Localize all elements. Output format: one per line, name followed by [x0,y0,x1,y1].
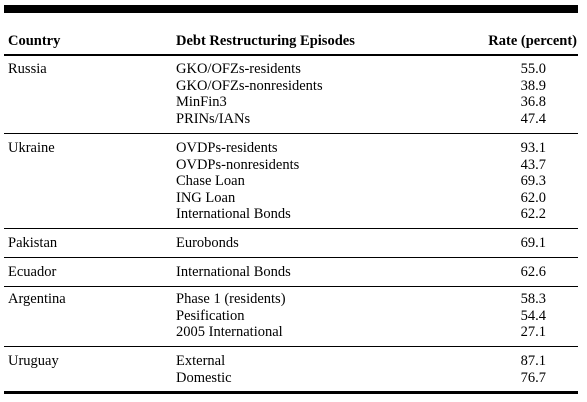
rate-cell: 43.7 [520,156,546,173]
country-cell: Argentina [8,291,66,307]
country-cell: Ukraine [8,140,55,156]
episode-cell: International Bonds [176,206,291,222]
group-separator [4,257,578,258]
header-rule [4,54,578,56]
rate-cell: 69.1 [520,235,546,251]
rate-cell: 36.8 [520,94,546,110]
header-country: Country [8,33,61,49]
episode-cell: 2005 International [176,324,283,340]
rate-cell: 87.1 [520,353,546,369]
rate-cell: 62.6 [520,264,546,280]
table-row: PRINs/IANs 47.4 [176,111,576,128]
group-separator [4,228,578,229]
rate-cell: 62.2 [520,206,546,222]
table-row: Eurobonds 69.1 [176,235,576,252]
table-row: GKO/OFZs-nonresidents 38.9 [176,78,576,95]
table-row: International Bonds 62.6 [176,264,576,281]
table-row: ING Loan 62.0 [176,190,576,207]
bottom-rule [4,391,578,394]
table-row: Chase Loan 69.3 [176,173,576,190]
rate-cell: 62.0 [520,189,546,206]
episode-cell: GKO/OFZs-residents [176,61,301,77]
episode-cell: PRINs/IANs [176,110,251,127]
group-separator [4,346,578,347]
rate-cell: 27.1 [520,324,546,340]
group-separator [4,286,578,287]
rate-cell: 38.9 [520,77,546,94]
rate-cell: 69.3 [520,173,546,189]
rate-cell: 47.4 [520,110,546,127]
episode-cell: Chase Loan [176,173,245,189]
episode-cell: Domestic [176,369,232,386]
episode-cell: Phase 1 (residents) [176,291,286,307]
episode-cell: Eurobonds [176,235,239,251]
table-row: 2005 International 27.1 [176,324,576,341]
rate-cell: 58.3 [520,291,546,307]
table-row: OVDPs-nonresidents 43.7 [176,157,576,174]
rate-cell: 93.1 [520,140,546,156]
rate-cell: 54.4 [520,307,546,324]
rate-cell: 55.0 [520,61,546,77]
table-row: Domestic 76.7 [176,370,576,387]
header-rate: Rate (percent) [488,33,577,49]
table-row: OVDPs-residents 93.1 [176,140,576,157]
table-row: Phase 1 (residents) 58.3 [176,291,576,308]
episode-cell: MinFin3 [176,94,227,110]
rate-cell: 76.7 [520,369,546,386]
top-rule [4,5,578,13]
country-cell: Ecuador [8,264,57,280]
header-episodes: Debt Restructuring Episodes [176,33,355,49]
episode-cell: OVDPs-nonresidents [176,156,300,173]
episode-cell: International Bonds [176,264,291,280]
country-cell: Uruguay [8,353,59,369]
table-row: MinFin3 36.8 [176,94,576,111]
table-row: GKO/OFZs-residents 55.0 [176,61,576,78]
episode-cell: OVDPs-residents [176,140,278,156]
table-row: External 87.1 [176,353,576,370]
table-row: International Bonds 62.2 [176,206,576,223]
country-cell: Pakistan [8,235,58,251]
table-row: Pesification 54.4 [176,308,576,325]
episode-cell: ING Loan [176,189,236,206]
country-cell: Russia [8,61,47,77]
group-separator [4,133,578,134]
episode-cell: External [176,353,226,369]
episode-cell: Pesification [176,307,245,324]
episode-cell: GKO/OFZs-nonresidents [176,77,323,94]
